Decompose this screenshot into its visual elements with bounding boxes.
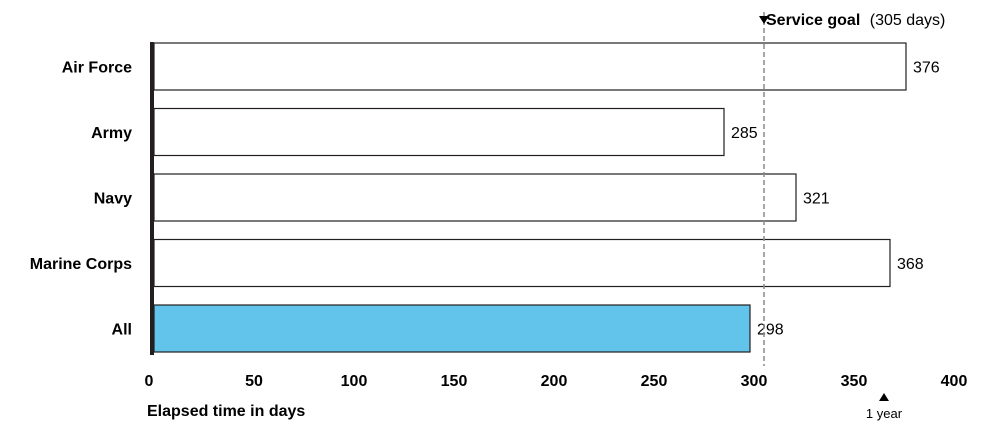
bar-army (153, 107, 725, 157)
x-tick-label-0: 0 (145, 373, 154, 390)
value-label-navy: 321 (803, 191, 830, 208)
service-goal-label: Service goal (305 days) (766, 12, 945, 29)
x-tick-label-100: 100 (341, 373, 368, 390)
bar-marine-corps (153, 238, 891, 288)
category-label-air-force: Air Force (62, 60, 132, 77)
x-axis-title: Elapsed time in days (147, 403, 305, 420)
value-label-army: 285 (731, 125, 758, 142)
value-label-all: 298 (757, 322, 784, 339)
category-label-marine-corps: Marine Corps (30, 256, 132, 273)
service-goal-label-bold: Service goal (766, 12, 860, 29)
one-year-marker-icon (879, 393, 889, 401)
value-labels-layer: 376 285 321 368 298 (731, 60, 940, 339)
service-goal-label-value: (305 days) (870, 12, 946, 29)
x-tick-label-200: 200 (541, 373, 568, 390)
bars-layer (153, 42, 907, 353)
x-tick-label-300: 300 (741, 373, 768, 390)
x-tick-label-150: 150 (441, 373, 468, 390)
bar-all (153, 304, 751, 353)
category-label-all: All (112, 322, 132, 339)
x-tick-label-250: 250 (641, 373, 668, 390)
one-year-label: 1 year (866, 406, 903, 421)
value-label-marine-corps: 368 (897, 256, 924, 273)
x-tick-label-400: 400 (941, 373, 968, 390)
bar-air-force (153, 42, 907, 91)
category-label-navy: Navy (94, 191, 132, 208)
value-label-air-force: 376 (913, 60, 940, 77)
category-labels-layer: Air Force Army Navy Marine Corps All (30, 60, 132, 339)
service-goal-marker-icon (759, 16, 769, 24)
bar-navy (153, 173, 797, 222)
x-tick-label-350: 350 (841, 373, 868, 390)
x-tick-labels: 0 50 100 150 200 250 300 350 400 (145, 373, 968, 390)
category-label-army: Army (91, 125, 132, 142)
x-tick-label-50: 50 (245, 373, 263, 390)
